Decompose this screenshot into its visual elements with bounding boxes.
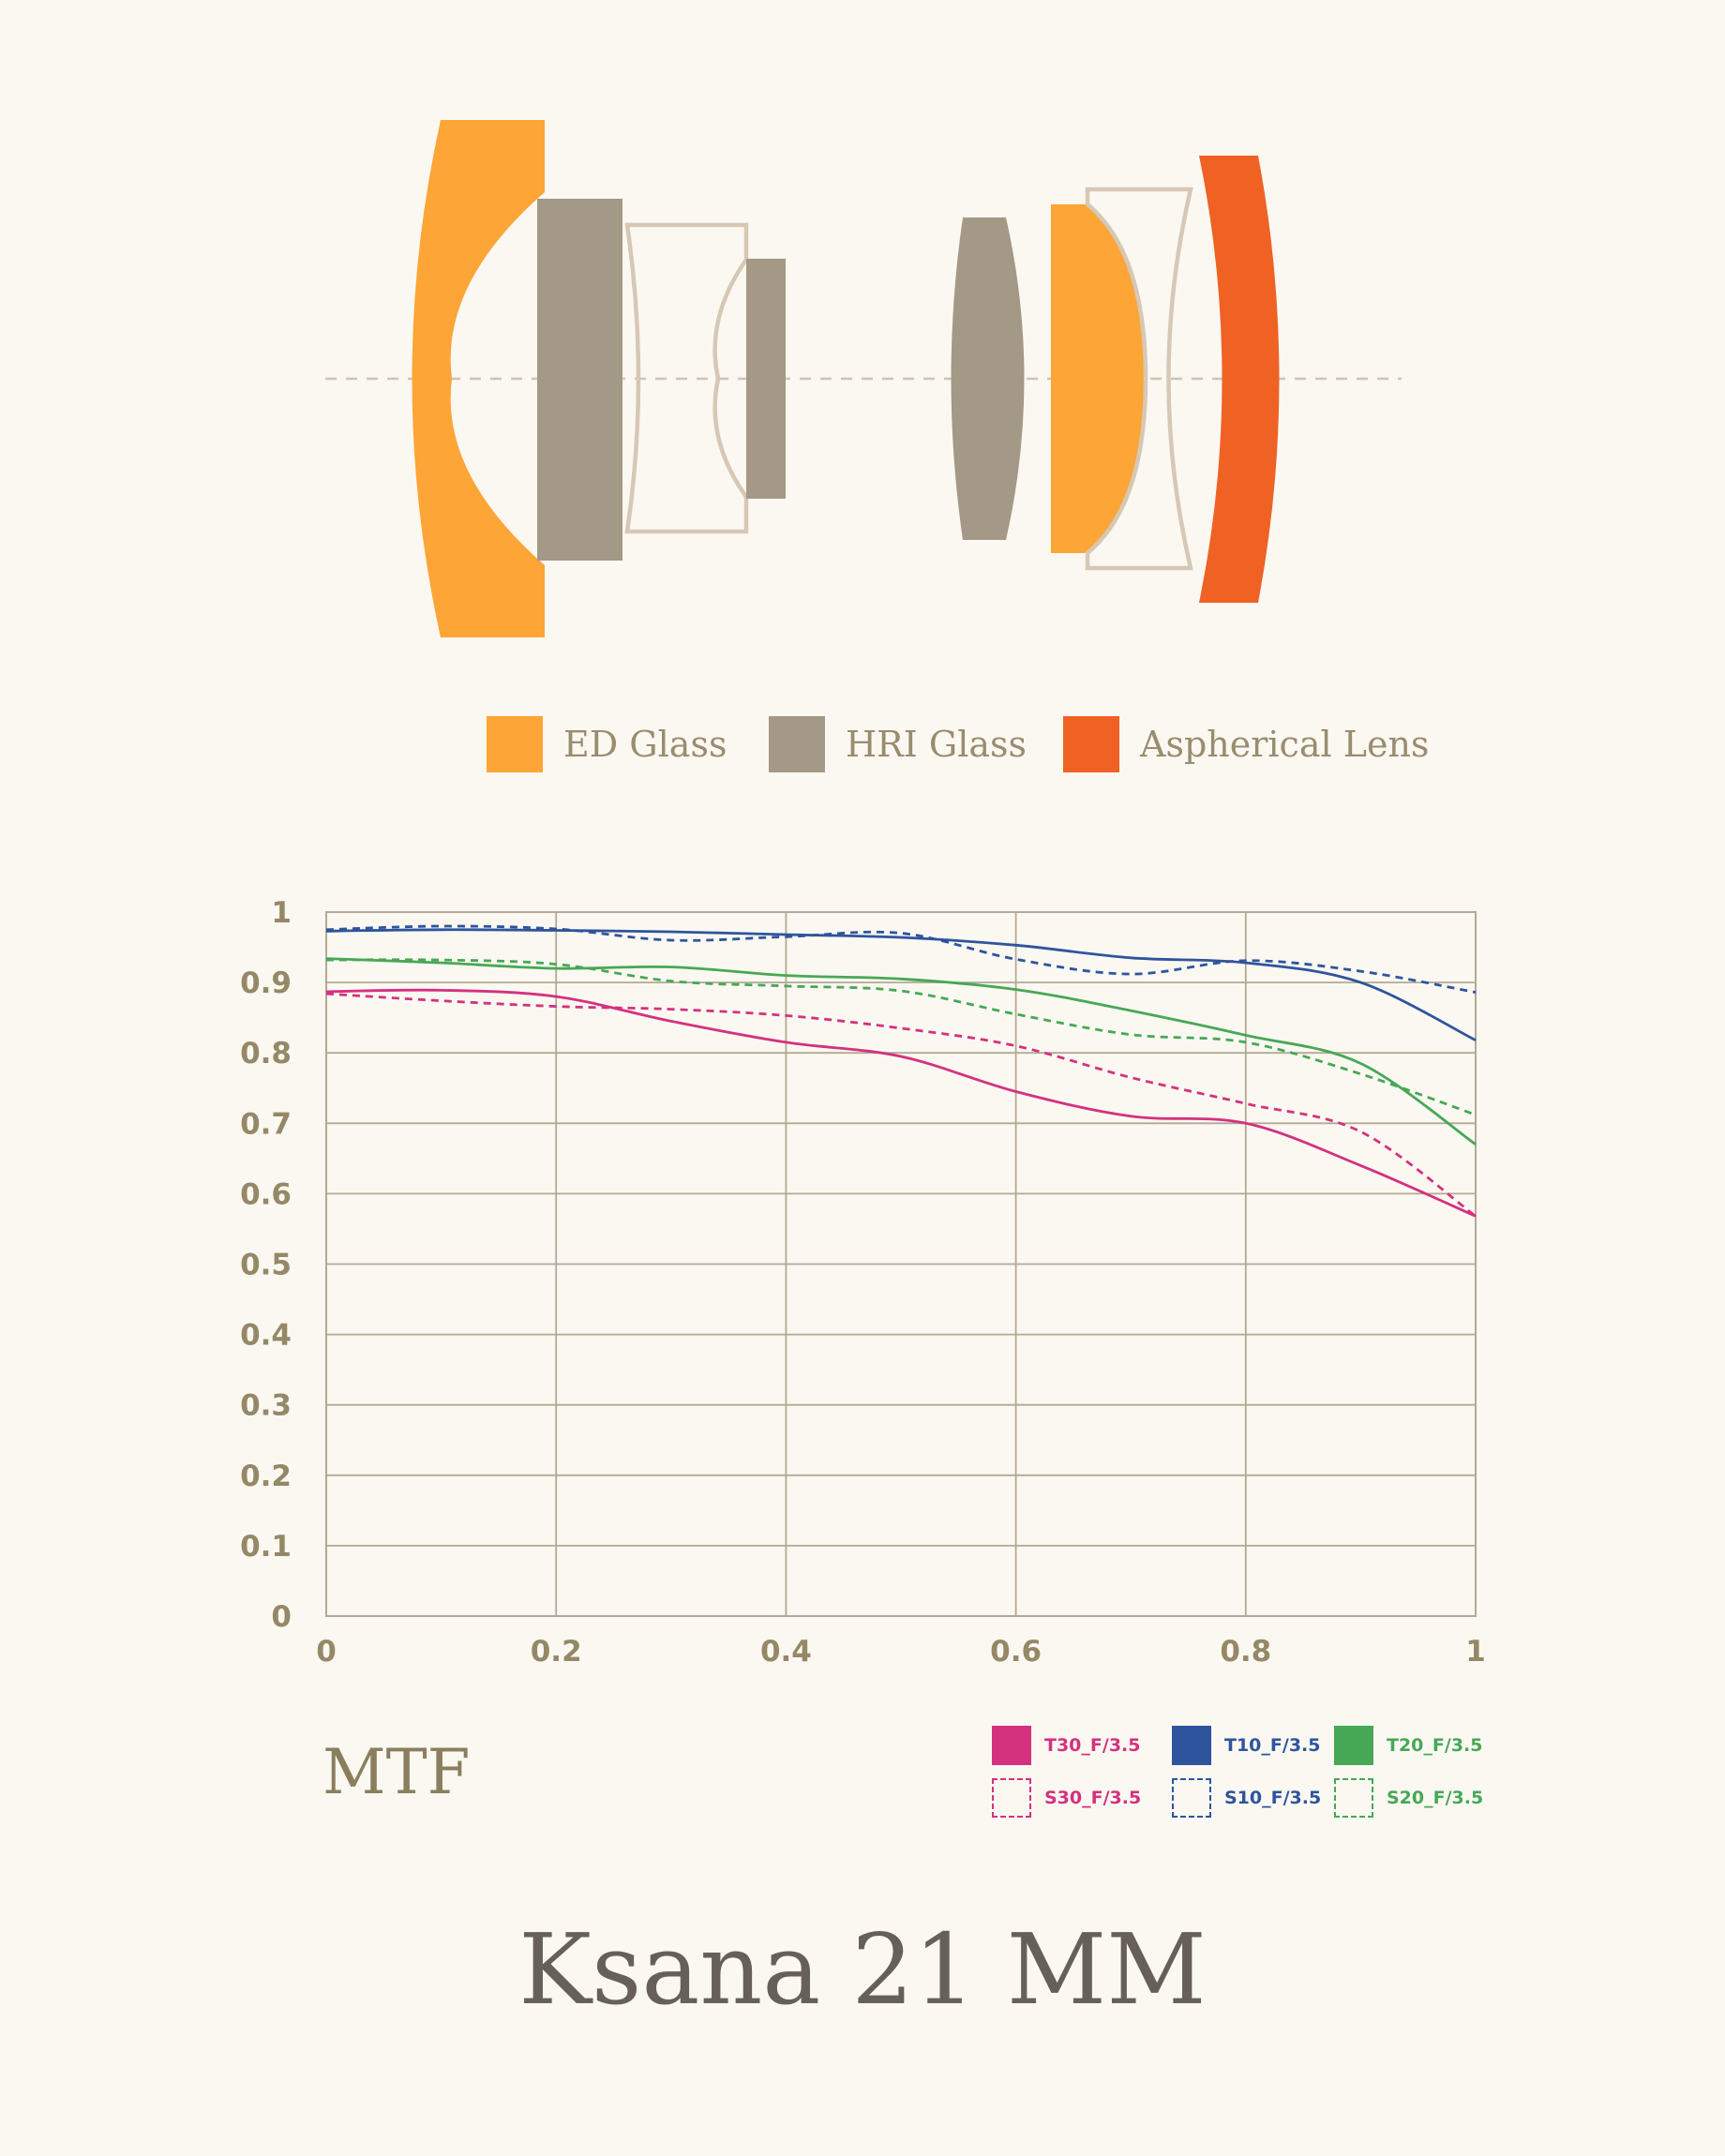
product-title: Ksana 21 MM bbox=[518, 1912, 1207, 2027]
lens-element-8-aspherical bbox=[1199, 156, 1280, 603]
y-tick-label: 0 bbox=[271, 1600, 292, 1634]
aspherical-lens-swatch bbox=[1063, 716, 1119, 772]
legend-item-hri-glass: HRI Glass bbox=[769, 716, 1027, 772]
series-line-s20 bbox=[325, 958, 1477, 1116]
series-line-t20 bbox=[325, 957, 1477, 1145]
s10-label: S10_F/3.5 bbox=[1224, 1788, 1322, 1808]
s20-label: S20_F/3.5 bbox=[1387, 1788, 1484, 1808]
y-tick-label: 0.1 bbox=[240, 1530, 292, 1564]
legend-item-aspherical-lens: Aspherical Lens bbox=[1063, 716, 1429, 772]
x-tick-label: 0.8 bbox=[1220, 1635, 1271, 1669]
s10-swatch bbox=[1172, 1778, 1211, 1818]
series-legend-s10: S10_F/3.5 bbox=[1172, 1777, 1321, 1819]
s30-label: S30_F/3.5 bbox=[1044, 1788, 1142, 1808]
lens-diagram bbox=[325, 120, 1402, 637]
t10-swatch bbox=[1172, 1726, 1211, 1765]
legend-label-ed-glass: ED Glass bbox=[563, 724, 728, 765]
t20-label: T20_F/3.5 bbox=[1387, 1735, 1483, 1756]
x-tick-label: 0.2 bbox=[531, 1635, 582, 1669]
x-tick-label: 1 bbox=[1465, 1635, 1486, 1669]
series-line-s30 bbox=[325, 992, 1477, 1218]
series-legend-s20: S20_F/3.5 bbox=[1334, 1777, 1483, 1819]
legend-label-aspherical-lens: Aspherical Lens bbox=[1140, 724, 1430, 765]
legend-label-hri-glass: HRI Glass bbox=[846, 724, 1028, 765]
y-tick-label: 0.8 bbox=[240, 1037, 292, 1071]
chart-series bbox=[325, 924, 1477, 1218]
chart-grid bbox=[325, 911, 1477, 1617]
x-tick-label: 0 bbox=[316, 1635, 337, 1669]
series-legend-t30: T30_F/3.5 bbox=[992, 1725, 1140, 1766]
y-tick-label: 1 bbox=[271, 896, 292, 930]
x-tick-label: 0.4 bbox=[760, 1635, 812, 1669]
lens-element-4-hri bbox=[746, 259, 786, 499]
lens-element-2-hri bbox=[537, 199, 622, 561]
y-tick-label: 0.7 bbox=[240, 1107, 292, 1141]
legend-item-ed-glass: ED Glass bbox=[487, 716, 727, 772]
y-tick-label: 0.2 bbox=[240, 1460, 292, 1493]
y-tick-label: 0.5 bbox=[240, 1249, 292, 1282]
y-axis-ticks: 0 0.1 0.2 0.3 0.4 0.5 0.6 0.7 0.8 0.9 1 bbox=[240, 896, 292, 1634]
y-tick-label: 0.6 bbox=[240, 1177, 292, 1211]
t20-swatch bbox=[1334, 1726, 1373, 1765]
t10-label: T10_F/3.5 bbox=[1224, 1735, 1321, 1756]
y-tick-label: 0.3 bbox=[240, 1389, 292, 1423]
series-line-s10 bbox=[325, 924, 1477, 994]
x-tick-label: 0.6 bbox=[990, 1635, 1042, 1669]
mtf-chart: 0 0.1 0.2 0.3 0.4 0.5 0.6 0.7 0.8 0.9 1 0 0.2 0.4 0.6… bbox=[240, 896, 1486, 1669]
lens-legend: ED Glass HRI Glass Aspherical Lens bbox=[0, 716, 1725, 772]
series-legend-t10: T10_F/3.5 bbox=[1172, 1725, 1320, 1766]
t30-swatch bbox=[992, 1726, 1031, 1765]
x-axis-ticks: 0 0.2 0.4 0.6 0.8 1 bbox=[316, 1635, 1486, 1669]
series-line-t30 bbox=[325, 988, 1477, 1218]
lens-element-7-plain bbox=[1085, 187, 1193, 571]
lens-element-1-ed bbox=[412, 120, 545, 637]
mtf-title: MTF bbox=[322, 1736, 471, 1808]
series-legend-s30: S30_F/3.5 bbox=[992, 1777, 1141, 1819]
series-line-t10 bbox=[325, 928, 1477, 1041]
ed-glass-swatch bbox=[487, 716, 543, 772]
s30-swatch bbox=[992, 1778, 1031, 1818]
lens-element-6-ed bbox=[1051, 204, 1146, 553]
hri-glass-swatch bbox=[769, 716, 825, 772]
t30-label: T30_F/3.5 bbox=[1044, 1735, 1141, 1756]
lens-element-5-hri bbox=[951, 217, 1025, 540]
series-legend: T30_F/3.5 T10_F/3.5 T20_F/3.5 S30_F/3.5 … bbox=[992, 1725, 1498, 1828]
series-legend-t20: T20_F/3.5 bbox=[1334, 1725, 1482, 1766]
y-tick-label: 0.4 bbox=[240, 1319, 292, 1353]
y-tick-label: 0.9 bbox=[240, 966, 292, 1000]
s20-swatch bbox=[1334, 1778, 1373, 1818]
lens-element-3-plain bbox=[624, 222, 749, 534]
